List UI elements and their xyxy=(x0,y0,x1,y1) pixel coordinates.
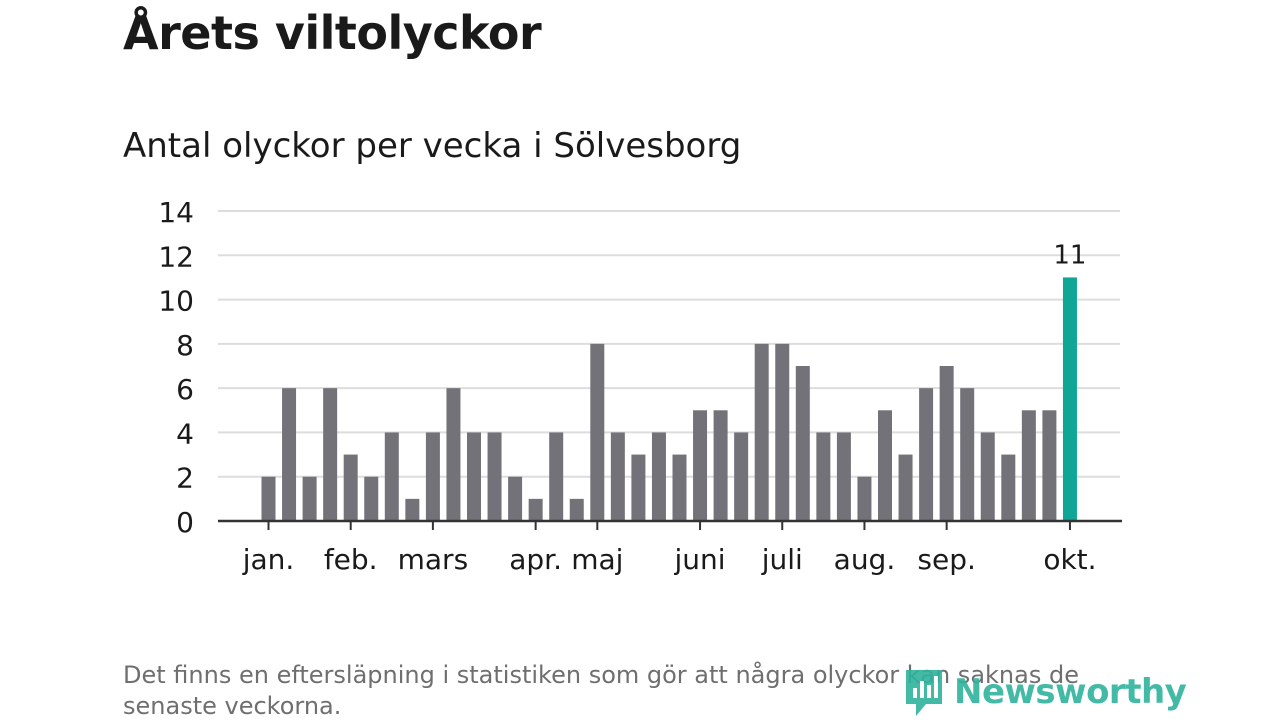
bar xyxy=(549,432,564,521)
bar xyxy=(775,343,790,521)
bar xyxy=(1042,410,1057,521)
x-tick-label: apr. xyxy=(509,543,562,576)
bar xyxy=(425,432,440,521)
bar xyxy=(836,432,851,521)
data-label: 11 xyxy=(1053,240,1086,270)
bar xyxy=(857,476,872,521)
logo-text: Newsworthy xyxy=(954,672,1187,712)
x-tick-label: mars xyxy=(398,543,469,576)
bar-highlight xyxy=(1062,277,1077,521)
bar xyxy=(693,410,708,521)
chart-title: Årets viltolyckor xyxy=(123,6,542,60)
bar xyxy=(651,432,666,521)
x-tick-label: okt. xyxy=(1043,543,1096,576)
y-tick-label: 12 xyxy=(158,240,194,273)
y-tick-label: 14 xyxy=(158,196,194,229)
bar xyxy=(1001,454,1016,521)
bar xyxy=(343,454,358,521)
x-tick-label: sep. xyxy=(917,543,976,576)
bar xyxy=(528,498,543,521)
bar xyxy=(302,476,317,521)
bar xyxy=(364,476,379,521)
bar xyxy=(898,454,913,521)
bar xyxy=(878,410,892,521)
bar xyxy=(508,476,523,521)
x-tick-label: maj xyxy=(571,543,623,576)
chart-subtitle: Antal olyckor per vecka i Sölvesborg xyxy=(123,126,742,166)
newsworthy-logo-icon xyxy=(906,670,942,716)
bar xyxy=(713,410,728,521)
y-tick-label: 10 xyxy=(158,285,194,318)
bar xyxy=(816,432,831,521)
newsworthy-logo: Newsworthy xyxy=(902,666,1187,718)
y-tick-label: 0 xyxy=(176,506,194,539)
bar xyxy=(569,498,584,521)
x-tick-label: feb. xyxy=(324,543,378,576)
bar xyxy=(672,454,687,521)
x-tick-label: aug. xyxy=(834,543,896,576)
bar xyxy=(323,388,338,521)
bar xyxy=(939,366,954,521)
bar xyxy=(1021,410,1036,521)
bar xyxy=(261,476,276,521)
bar xyxy=(405,498,420,521)
bar-chart: 0 2 4 6 8 10 12 14 11 jan. feb. mars apr. maj juni juli… xyxy=(158,196,1122,576)
bar xyxy=(631,454,646,521)
bar xyxy=(734,432,749,521)
bar xyxy=(919,388,934,521)
x-tick-label: juni xyxy=(674,543,726,576)
bar xyxy=(754,343,769,521)
bar xyxy=(487,432,502,521)
bar xyxy=(384,432,399,521)
bar xyxy=(446,388,461,521)
bar xyxy=(960,388,975,521)
bar xyxy=(610,432,625,521)
bar xyxy=(282,388,297,521)
bar xyxy=(980,432,995,521)
bar xyxy=(795,366,810,521)
y-tick-label: 2 xyxy=(176,462,194,495)
x-tick-label: juli xyxy=(761,543,803,576)
y-tick-label: 8 xyxy=(176,329,194,362)
y-tick-label: 6 xyxy=(176,373,194,406)
bar xyxy=(590,343,605,521)
bar xyxy=(467,432,481,521)
x-tick-label: jan. xyxy=(242,543,295,576)
y-tick-label: 4 xyxy=(176,417,194,450)
